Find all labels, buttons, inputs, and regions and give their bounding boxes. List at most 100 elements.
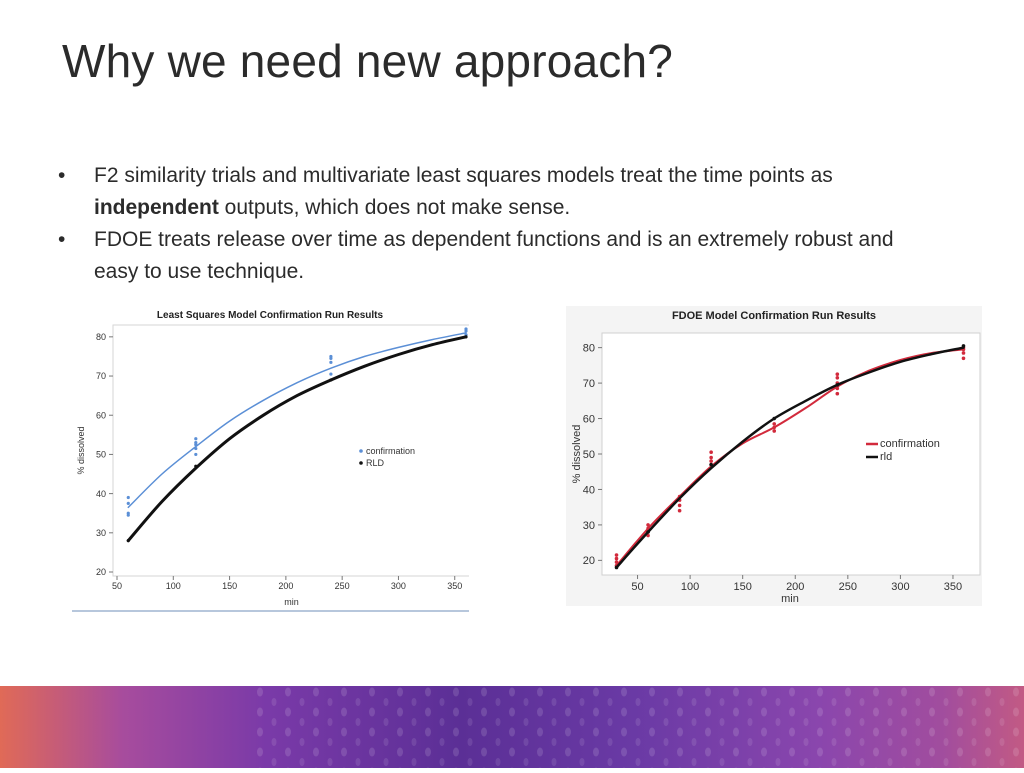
x-axis-label: min: [284, 597, 299, 607]
chart-title: Least Squares Model Confirmation Run Res…: [157, 310, 384, 321]
plot-area: [112, 324, 469, 577]
data-point-confirmation: [464, 327, 468, 331]
y-tick-label: 80: [583, 342, 595, 354]
y-tick-label: 70: [583, 378, 595, 390]
bullet-text-end: outputs, which does not make sense.: [218, 196, 571, 219]
data-point-confirmation: [677, 508, 682, 513]
chart-title: FDOE Model Confirmation Run Results: [672, 310, 876, 322]
data-point-RLD: [126, 539, 130, 543]
data-point-confirmation: [194, 452, 198, 457]
y-tick-label: 70: [96, 371, 106, 381]
footer-dot-pattern: [250, 686, 1024, 768]
data-point-RLD: [329, 378, 333, 382]
data-point-rld: [709, 462, 713, 467]
footer-band: [0, 686, 1024, 768]
data-point-confirmation: [614, 560, 619, 564]
data-point-rld: [835, 383, 840, 387]
plot-area: [601, 332, 981, 576]
data-point-confirmation: [646, 523, 650, 527]
data-point-confirmation: [194, 441, 198, 445]
data-point-confirmation: [835, 386, 840, 391]
x-tick-label: 150: [222, 581, 237, 591]
x-tick-label: 50: [631, 581, 643, 593]
y-tick-label: 40: [583, 484, 595, 496]
data-point-confirmation: [614, 556, 619, 561]
data-point-confirmation: [709, 455, 713, 460]
data-point-confirmation: [772, 422, 777, 426]
x-axis-label: min: [781, 593, 799, 605]
x-tick-label: 350: [944, 581, 962, 593]
data-point-confirmation: [194, 437, 198, 441]
data-point-confirmation: [194, 446, 198, 451]
data-point-rld: [614, 565, 619, 570]
data-point-rld: [961, 344, 966, 348]
legend-label-RLD: RLD: [366, 458, 385, 468]
fdoe-chart-panel: FDOE Model Confirmation Run Results 50 100…: [566, 306, 982, 606]
x-tick-label: 350: [447, 581, 462, 591]
fdoe-chart: FDOE Model Confirmation Run Results 50 100…: [566, 306, 982, 606]
least-squares-chart-panel: Least Squares Model Confirmation Run Res…: [72, 305, 469, 612]
bullet-marker: •: [58, 164, 66, 187]
series-line-confirmation: [127, 332, 467, 509]
y-tick-label: 80: [96, 332, 106, 342]
y-axis-label: % dissolved: [76, 426, 86, 474]
data-point-confirmation: [329, 372, 333, 376]
data-point-confirmation: [961, 356, 966, 361]
legend-marker-confirmation: [359, 449, 363, 453]
data-point-rld: [646, 530, 650, 534]
data-point-RLD: [194, 464, 198, 468]
y-tick-label: 20: [583, 555, 595, 567]
y-tick-label: 30: [583, 520, 595, 532]
data-point-confirmation: [961, 351, 966, 355]
x-tick-label: 300: [891, 581, 909, 593]
y-tick-label: 60: [96, 410, 106, 420]
bullet-text-start: F2 similarity trials and multivariate le…: [94, 164, 833, 187]
data-point-confirmation: [614, 553, 619, 557]
data-point-confirmation: [329, 360, 333, 364]
series-line-rld: [615, 346, 965, 569]
bullet-item: • FDOE treats release over time as depen…: [58, 224, 928, 288]
x-tick-label: 250: [839, 581, 857, 593]
series-line-RLD: [126, 335, 468, 543]
y-axis-label: % dissolved: [571, 425, 583, 484]
data-point-confirmation: [709, 459, 713, 463]
bullet-marker: •: [58, 228, 66, 251]
data-point-confirmation: [126, 501, 130, 506]
page-title: Why we need new approach?: [62, 35, 674, 87]
x-tick-label: 200: [278, 581, 293, 591]
x-tick-label: 100: [681, 581, 699, 593]
series-line-confirmation: [615, 348, 965, 567]
data-point-confirmation: [772, 429, 777, 433]
data-point-confirmation: [709, 450, 713, 455]
y-tick-label: 60: [583, 413, 595, 425]
data-point-confirmation: [835, 391, 840, 396]
y-tick-label: 50: [583, 449, 595, 461]
data-point-confirmation: [772, 425, 777, 430]
x-tick-label: 50: [112, 581, 122, 591]
y-tick-label: 30: [96, 528, 106, 538]
legend-label-rld: rld: [880, 451, 892, 463]
bullet-item: • F2 similarity trials and multivariate …: [58, 160, 928, 224]
y-tick-label: 20: [96, 567, 106, 577]
data-point-confirmation: [677, 503, 682, 508]
x-tick-label: 100: [166, 581, 181, 591]
x-tick-label: 150: [734, 581, 752, 593]
data-point-confirmation: [329, 354, 333, 359]
legend-label-confirmation: confirmation: [880, 438, 940, 450]
x-tick-label: 200: [786, 581, 804, 593]
data-point-confirmation: [126, 513, 130, 517]
y-tick-label: 40: [96, 489, 106, 499]
data-point-confirmation: [835, 372, 840, 377]
data-point-rld: [772, 416, 777, 421]
x-tick-label: 300: [391, 581, 406, 591]
data-point-confirmation: [835, 375, 840, 380]
bullet-text-bold: independent: [94, 196, 219, 219]
bullet-list: • F2 similarity trials and multivariate …: [58, 160, 928, 288]
least-squares-chart: Least Squares Model Confirmation Run Res…: [72, 305, 469, 608]
y-tick-label: 50: [96, 450, 106, 460]
bullet-text-start: FDOE treats release over time as depende…: [94, 228, 894, 283]
data-point-confirmation: [126, 495, 130, 500]
legend-marker-RLD: [359, 461, 363, 465]
legend-label-confirmation: confirmation: [366, 446, 415, 456]
x-tick-label: 250: [335, 581, 350, 591]
